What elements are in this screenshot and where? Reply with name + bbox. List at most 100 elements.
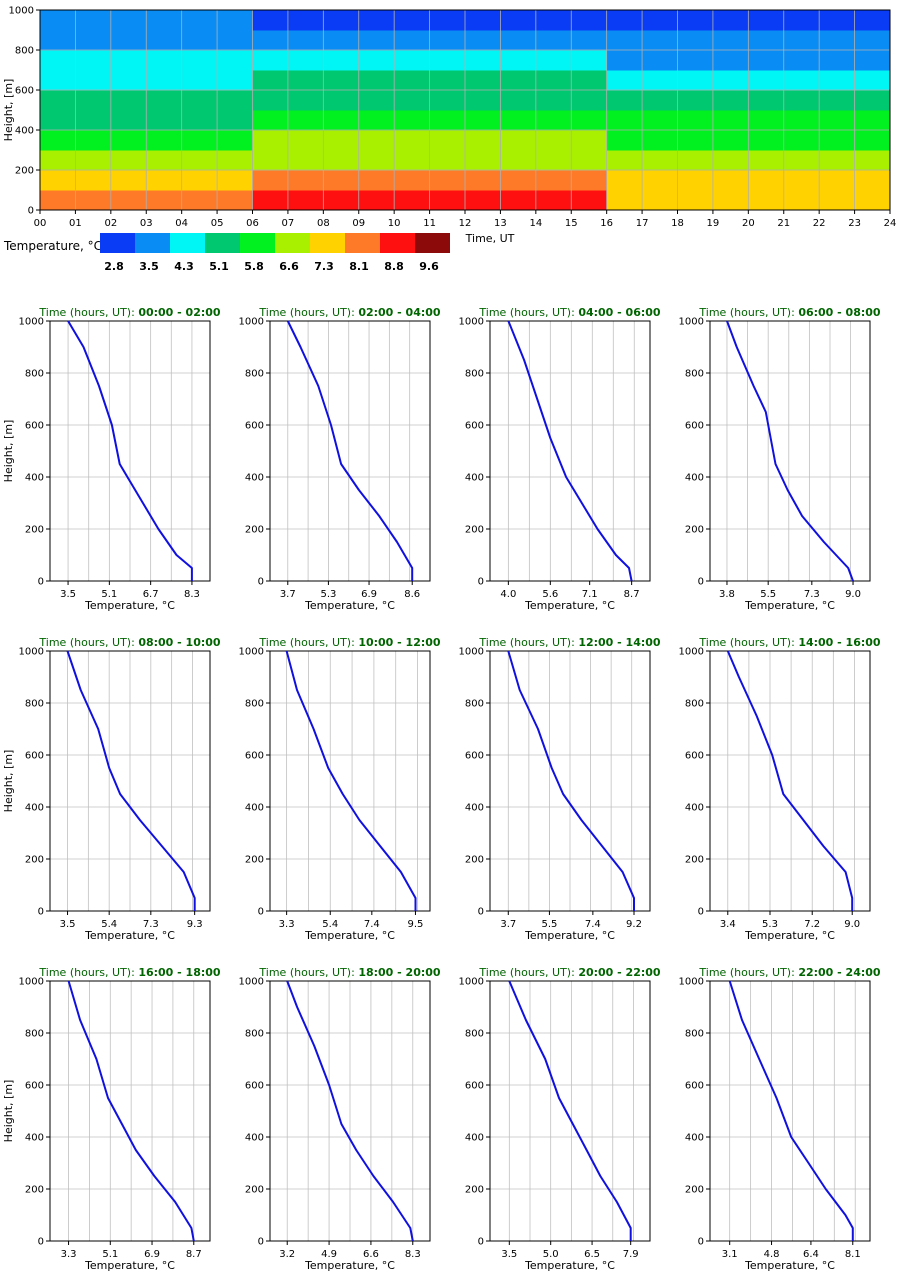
profile-title: Time (hours, UT): 08:00 - 10:00 [38, 636, 221, 649]
profile-panel: 0 200 400 600 800 1000 3.3 5.1 6.9 8.7 Temperature… [2, 966, 221, 1272]
profile-x-tick-label: 8.7 [186, 1249, 202, 1260]
heatmap-x-tick-label: 07 [282, 218, 295, 229]
profile-x-tick-label: 9.2 [626, 919, 642, 930]
profile-title-prefix: Time (hours, UT): [698, 306, 798, 319]
heatmap-x-tick-label: 16 [600, 218, 613, 229]
legend-value: 2.8 [104, 260, 124, 273]
profile-y-tick-label: 800 [685, 1029, 704, 1040]
profile-y-tick-label: 600 [25, 421, 44, 432]
profile-panel: 0 200 400 600 800 1000 3.2 4.9 6.6 8.3 Temperature… [239, 966, 441, 1272]
profile-x-tick-label: 6.4 [803, 1249, 819, 1260]
temperature-profile-line [67, 980, 195, 1242]
heatmap-x-tick-label: 06 [246, 218, 259, 229]
profile-y-tick-label: 0 [38, 907, 44, 918]
profile-title-range: 08:00 - 10:00 [138, 636, 221, 649]
heatmap-x-tick-label: 22 [813, 218, 826, 229]
profile-y-tick-label: 1000 [239, 647, 264, 658]
profile-y-tick-label: 0 [698, 1237, 704, 1248]
profile-y-tick-label: 1000 [239, 317, 264, 328]
profile-y-tick-label: 400 [245, 473, 264, 484]
profile-x-tick-label: 3.8 [719, 589, 735, 600]
heatmap-y-tick-label: 200 [15, 166, 34, 177]
temperature-profile-line [507, 320, 633, 582]
profile-y-tick-label: 800 [465, 369, 484, 380]
profile-x-tick-label: 9.3 [187, 919, 203, 930]
legend-value: 5.1 [209, 260, 229, 273]
profile-x-tick-label: 4.9 [321, 1249, 337, 1260]
profile-y-tick-label: 1000 [459, 317, 484, 328]
profile-frame [489, 320, 651, 582]
profile-y-axis-label: Height, [m] [2, 420, 15, 483]
profile-y-tick-label: 200 [465, 855, 484, 866]
profile-y-tick-label: 400 [25, 473, 44, 484]
legend-swatch [205, 233, 240, 253]
profile-y-tick-label: 200 [25, 855, 44, 866]
profile-y-tick-label: 0 [698, 907, 704, 918]
profile-panel: 0 200 400 600 800 1000 3.5 5.1 6.7 8.3 Temperature… [2, 306, 221, 612]
profile-x-tick-label: 7.1 [582, 589, 598, 600]
profile-frame [709, 980, 871, 1242]
profile-y-tick-label: 600 [245, 751, 264, 762]
heatmap-x-tick-label: 12 [459, 218, 472, 229]
profile-x-tick-label: 6.9 [144, 1249, 160, 1260]
profile-x-tick-label: 3.7 [500, 919, 516, 930]
profile-x-tick-label: 5.5 [760, 589, 776, 600]
profile-x-tick-label: 3.3 [279, 919, 295, 930]
profile-x-axis-label: Temperature, °C [304, 599, 395, 612]
temperature-profile-line [67, 320, 193, 581]
profile-x-tick-label: 6.5 [584, 1249, 600, 1260]
legend-value: 8.1 [349, 260, 369, 273]
profile-title-prefix: Time (hours, UT): [258, 636, 358, 649]
profile-y-tick-label: 1000 [679, 647, 704, 658]
heatmap-x-tick-label: 17 [636, 218, 649, 229]
profile-y-tick-label: 400 [465, 1133, 484, 1144]
profile-x-axis-label: Temperature, °C [744, 599, 835, 612]
legend-swatch [240, 233, 275, 253]
heatmap-x-tick-label: 13 [494, 218, 507, 229]
heatmap-x-tick-label: 23 [848, 218, 861, 229]
profile-y-tick-label: 0 [38, 577, 44, 588]
profile-title-prefix: Time (hours, UT): [698, 966, 798, 979]
legend-swatch [135, 233, 170, 253]
profile-x-axis-label: Temperature, °C [744, 1259, 835, 1272]
profile-y-tick-label: 1000 [679, 977, 704, 988]
profile-y-tick-label: 0 [258, 577, 264, 588]
heatmap-x-tick-label: 03 [140, 218, 153, 229]
profile-x-tick-label: 6.6 [363, 1249, 379, 1260]
profile-title: Time (hours, UT): 02:00 - 04:00 [258, 306, 441, 319]
profile-y-tick-label: 400 [685, 1133, 704, 1144]
heatmap-x-tick-label: 15 [565, 218, 578, 229]
heatmap-y-tick-label: 1000 [9, 6, 34, 17]
profile-y-tick-label: 800 [465, 1029, 484, 1040]
profile-panel: 0 200 400 600 800 1000 4.0 5.6 7.1 8.7 Temperature… [459, 306, 661, 612]
profile-y-tick-label: 600 [465, 1081, 484, 1092]
heatmap-y-tick-label: 600 [15, 86, 34, 97]
profile-title: Time (hours, UT): 00:00 - 02:00 [38, 306, 221, 319]
profile-panel: 0 200 400 600 800 1000 3.5 5.0 6.5 7.9 Temperature… [459, 966, 661, 1272]
heatmap-x-tick-label: 11 [423, 218, 436, 229]
profile-title-range: 18:00 - 20:00 [358, 966, 441, 979]
profile-frame [269, 320, 431, 582]
profile-x-tick-label: 9.0 [845, 589, 861, 600]
profile-title: Time (hours, UT): 06:00 - 08:00 [698, 306, 881, 319]
legend-swatch [170, 233, 205, 253]
profile-y-tick-label: 600 [465, 751, 484, 762]
profile-title-range: 06:00 - 08:00 [798, 306, 881, 319]
legend-swatch [100, 233, 135, 253]
profile-y-tick-label: 200 [685, 1185, 704, 1196]
profile-x-tick-label: 7.2 [804, 919, 820, 930]
profile-y-tick-label: 0 [698, 577, 704, 588]
profile-title-range: 16:00 - 18:00 [138, 966, 221, 979]
profile-y-tick-label: 1000 [679, 317, 704, 328]
profile-title-prefix: Time (hours, UT): [258, 966, 358, 979]
profile-x-tick-label: 5.1 [102, 1249, 118, 1260]
profile-x-tick-label: 6.7 [143, 589, 159, 600]
profile-y-tick-label: 600 [465, 421, 484, 432]
heatmap-x-axis-label: Time, UT [465, 232, 515, 245]
profile-y-tick-label: 400 [465, 803, 484, 814]
profile-y-tick-label: 1000 [19, 647, 44, 658]
heatmap-x-tick-label: 00 [34, 218, 47, 229]
profile-y-tick-label: 600 [245, 421, 264, 432]
profile-x-tick-label: 5.3 [762, 919, 778, 930]
profile-y-tick-label: 0 [38, 1237, 44, 1248]
